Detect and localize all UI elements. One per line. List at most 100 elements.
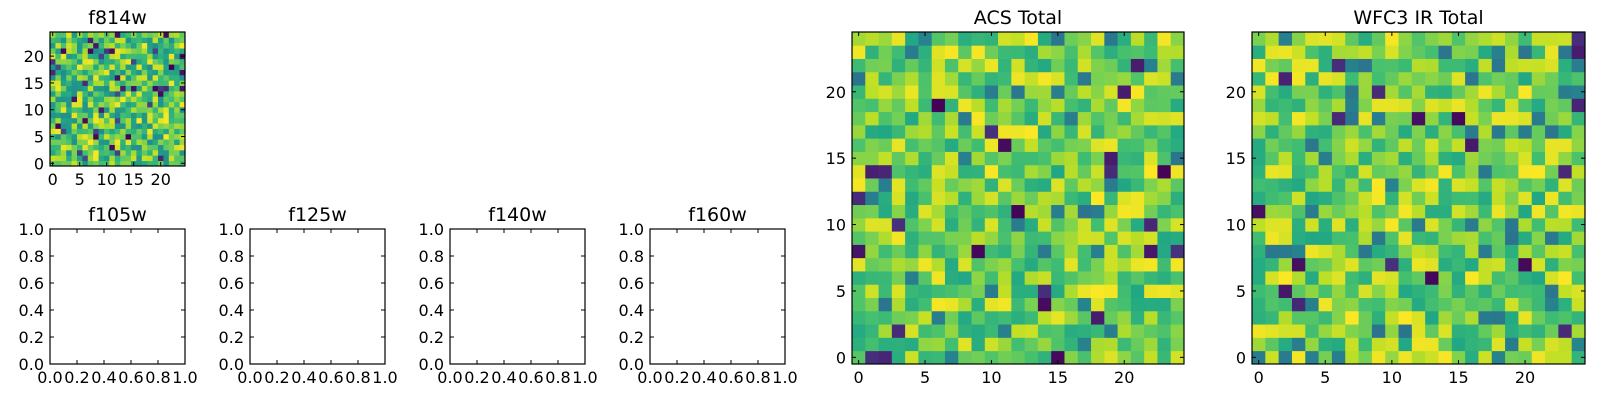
heatmap-cell [1385, 98, 1399, 113]
heatmap-cell [66, 133, 72, 140]
heatmap-cell [852, 271, 866, 285]
heatmap-cell [1024, 32, 1039, 46]
heatmap-cell [1385, 310, 1399, 325]
heatmap-cell [878, 111, 893, 126]
x-tick-label: 0.4 [491, 368, 516, 387]
heatmap-cell [1545, 124, 1559, 139]
heatmap-cell [944, 151, 959, 166]
heatmap-cell [1451, 284, 1466, 298]
heatmap-cell [891, 138, 906, 152]
heatmap-cell [1371, 257, 1386, 272]
heatmap-cell [93, 155, 99, 162]
heatmap-cell [1398, 71, 1413, 86]
heatmap-cell [944, 257, 959, 272]
heatmap-cell [1318, 191, 1333, 206]
heatmap-cell [125, 149, 132, 156]
heatmap-cell [93, 42, 99, 49]
heatmap-cell [1051, 191, 1065, 206]
heatmap-cell [120, 155, 126, 162]
heatmap-cell [1571, 284, 1586, 298]
heatmap-cell [1451, 271, 1466, 285]
heatmap-cell [1531, 85, 1546, 99]
heatmap-cell [1037, 297, 1052, 312]
heatmap-cell [852, 178, 866, 192]
heatmap-cell [1371, 151, 1386, 166]
heatmap-cell [931, 164, 946, 179]
heatmap-cell [1104, 138, 1118, 152]
heatmap-cell [1077, 284, 1092, 298]
heatmap-cell [1505, 204, 1519, 219]
heatmap-cell [93, 69, 99, 76]
heatmap-cell [174, 160, 180, 167]
heatmap-cell [147, 48, 153, 54]
heatmap-cell [1104, 284, 1118, 298]
heatmap-cell [152, 112, 159, 119]
heatmap-cell [1104, 231, 1118, 245]
heatmap-cell [120, 69, 126, 76]
heatmap-cell [865, 138, 879, 152]
heatmap-cell [918, 191, 933, 206]
heatmap-cell [55, 64, 62, 70]
heatmap-cell [1438, 71, 1453, 86]
heatmap-cell [1011, 231, 1026, 245]
heatmap-cell [878, 124, 893, 139]
heatmap-cell [891, 324, 906, 338]
heatmap-cell [1518, 71, 1533, 86]
heatmap-cell [852, 164, 866, 179]
heatmap-cell [136, 144, 143, 151]
heatmap-cell [1358, 204, 1373, 219]
heatmap-cell [98, 64, 105, 70]
heatmap-cell [1491, 98, 1506, 113]
heatmap-cell [87, 69, 94, 76]
heatmap-cell [163, 128, 170, 135]
heatmap-cell [82, 128, 89, 135]
heatmap-cell [1024, 204, 1039, 219]
heatmap-cell [1011, 138, 1026, 152]
x-tick-label: 1.0 [172, 368, 197, 387]
heatmap-cell [125, 90, 132, 97]
heatmap-cell [1385, 178, 1399, 192]
heatmap-cell [131, 144, 137, 151]
heatmap-cell [998, 98, 1012, 113]
x-tick-label: 0 [1254, 368, 1264, 387]
heatmap-cell [1505, 231, 1519, 245]
heatmap-cell [1091, 151, 1105, 166]
heatmap-cell [109, 160, 116, 167]
heatmap-cell [120, 117, 126, 124]
heatmap-cell [1331, 58, 1346, 73]
heatmap-cell [1157, 98, 1172, 113]
heatmap-cell [163, 107, 170, 113]
heatmap-cell [865, 32, 879, 46]
heatmap-cell [1157, 138, 1172, 152]
heatmap-cell [1491, 284, 1506, 298]
heatmap-cell [1037, 58, 1052, 73]
heatmap-cell [98, 149, 105, 156]
heatmap-cell [55, 53, 62, 60]
heatmap-cell [1358, 244, 1373, 259]
heatmap-cell [1385, 257, 1399, 272]
heatmap-cell [1331, 284, 1346, 298]
heatmap-cell [87, 37, 94, 44]
heatmap-cell [152, 144, 159, 151]
heatmap-cell [82, 85, 89, 92]
heatmap-cell [1438, 271, 1453, 285]
heatmap-cell [984, 297, 999, 312]
heatmap-cell [1130, 310, 1145, 325]
heatmap-cell [1024, 284, 1039, 298]
heatmap-cell [1345, 58, 1359, 73]
heatmap-cell [984, 138, 999, 152]
heatmap-cell [971, 98, 986, 113]
heatmap-cell [1478, 297, 1493, 312]
heatmap-cell [158, 64, 164, 70]
heatmap-cell [958, 324, 972, 338]
heatmap-cell [998, 124, 1012, 139]
heatmap-cell [1545, 217, 1559, 232]
heatmap-cell [984, 58, 999, 73]
heatmap-cell [1545, 271, 1559, 285]
heatmap-cell [136, 74, 143, 81]
heatmap-cell [1491, 271, 1506, 285]
heatmap-cell [1545, 350, 1559, 365]
heatmap-cell [1371, 310, 1386, 325]
heatmap-cell [1077, 32, 1092, 46]
